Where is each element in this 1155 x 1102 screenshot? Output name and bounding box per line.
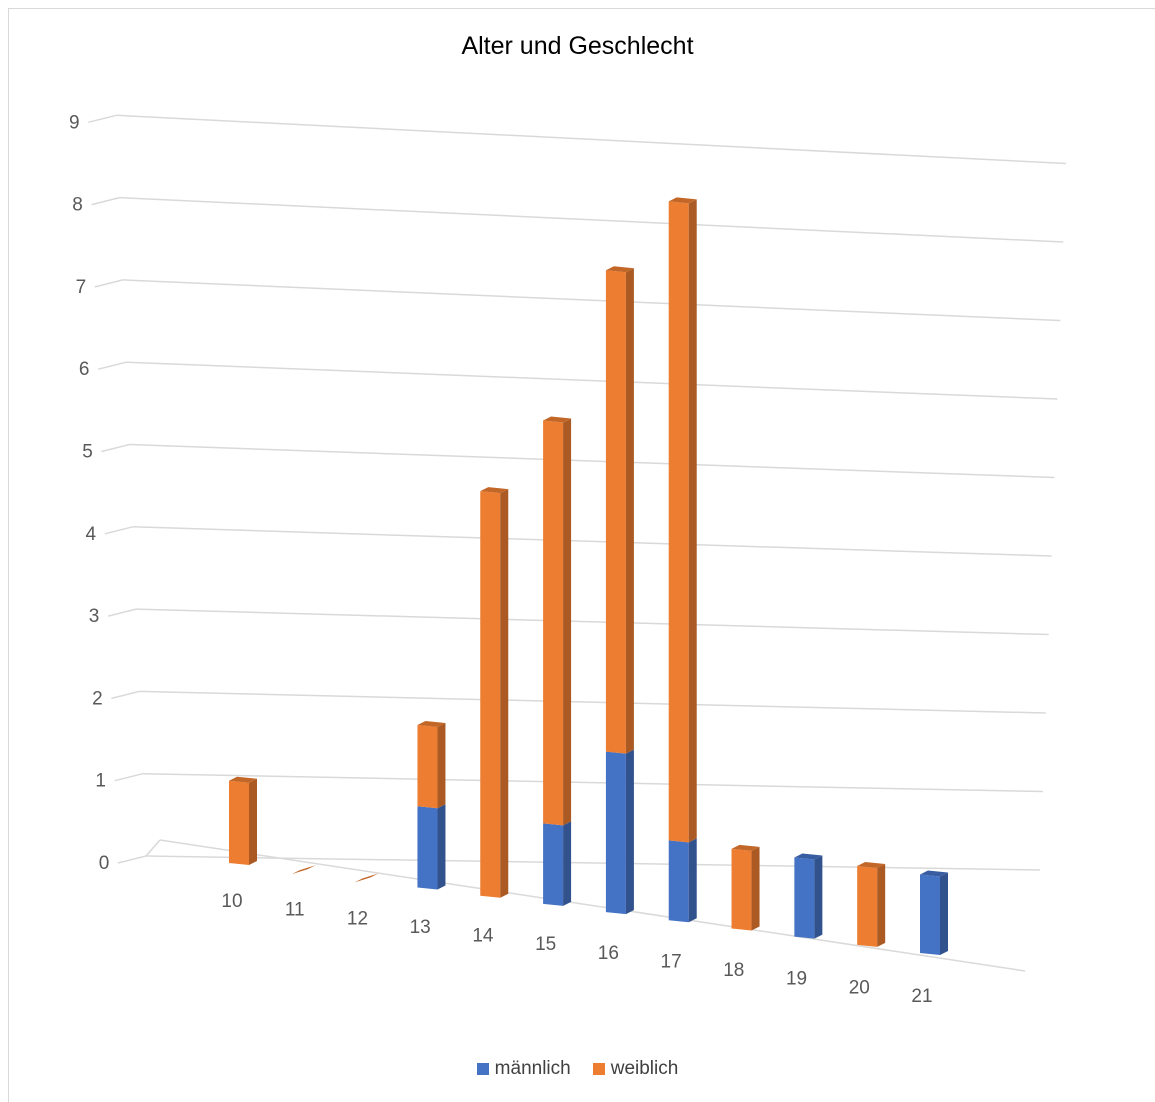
bar-top-weiblich-16 (605, 266, 634, 273)
gridline (129, 443, 1055, 479)
bar-männlich-16 (605, 751, 626, 915)
bar-männlich-17 (668, 840, 689, 923)
legend-item: männlich (476, 1058, 571, 1080)
bar-side-männlich-17 (688, 838, 697, 923)
gridline-stub (88, 114, 117, 124)
bar-top-männlich-19 (794, 853, 823, 860)
gridline (139, 690, 1046, 714)
bar-side-männlich-21 (940, 872, 948, 955)
bar-top-weiblich-17 (668, 197, 697, 204)
x-tick-label: 18 (723, 960, 744, 981)
gridline-stub (98, 361, 127, 370)
bar-empty-11 (291, 865, 316, 875)
floor-side (145, 839, 161, 857)
legend-label: weiblich (610, 1058, 679, 1079)
x-tick-label: 11 (285, 900, 305, 921)
bar-weiblich-20 (857, 865, 878, 947)
bar-männlich-15 (543, 823, 564, 906)
gridline-stub (111, 690, 140, 700)
bar-side-weiblich-10 (249, 778, 257, 865)
gridline-stub (114, 772, 143, 782)
bar-weiblich-18 (731, 848, 752, 931)
x-tick-label: 13 (410, 917, 431, 938)
bar-empty-12 (354, 873, 379, 883)
bar-männlich-21 (920, 874, 940, 955)
gridline-stub (104, 526, 133, 535)
gridline-stub (91, 196, 120, 206)
gridline (119, 196, 1064, 243)
x-tick-label: 15 (535, 934, 556, 955)
bar-weiblich-10 (229, 780, 249, 865)
gridline (142, 772, 1043, 793)
gridline-stub (94, 279, 124, 288)
x-tick-label: 19 (786, 969, 807, 990)
floor-edge (159, 839, 1026, 972)
bar-side-weiblich-17 (688, 199, 697, 843)
x-tick-label: 21 (911, 986, 932, 1007)
chart-title: Alter und Geschlecht (461, 32, 694, 60)
gridline (126, 361, 1058, 400)
x-tick-label: 12 (347, 908, 368, 929)
gridline-stub (117, 855, 147, 864)
chart-frame (8, 8, 1155, 1102)
bar-side-männlich-19 (814, 855, 823, 939)
bar-side-männlich-13 (437, 804, 446, 890)
gridline (122, 279, 1061, 322)
bar-side-weiblich-14 (500, 489, 509, 898)
y-tick-label: 9 (69, 112, 80, 133)
y-tick-label: 0 (99, 853, 110, 874)
legend-label: männlich (494, 1058, 571, 1079)
y-tick-label: 7 (76, 277, 87, 298)
gridline-stub (101, 443, 130, 453)
y-tick-label: 4 (86, 524, 97, 545)
y-tick-label: 5 (82, 442, 93, 463)
x-tick-label: 10 (221, 891, 242, 912)
bar-top-männlich-21 (920, 870, 948, 877)
bar-top-weiblich-10 (229, 776, 257, 783)
bar-top-weiblich-20 (857, 861, 886, 868)
x-tick-label: 16 (598, 943, 619, 964)
bar-männlich-13 (417, 806, 438, 890)
gridline (136, 608, 1049, 636)
bar-weiblich-17 (668, 201, 689, 843)
bar-top-weiblich-18 (731, 844, 760, 851)
bar-weiblich-16 (605, 270, 626, 754)
bar-side-weiblich-20 (877, 863, 886, 947)
legend-swatch (592, 1063, 605, 1075)
bar-top-weiblich-13 (417, 721, 446, 728)
bar-weiblich-15 (543, 420, 564, 826)
y-tick-label: 8 (72, 195, 83, 216)
gridline (116, 114, 1067, 165)
gridline-stub (107, 608, 137, 617)
bar-männlich-19 (794, 857, 815, 939)
bar-side-weiblich-18 (751, 846, 760, 931)
bar-top-weiblich-15 (543, 416, 572, 423)
gridline (132, 526, 1052, 557)
y-tick-label: 3 (89, 606, 100, 627)
legend-swatch (476, 1063, 489, 1075)
legend: männlich weiblich (0, 1058, 1155, 1080)
bar-weiblich-13 (417, 725, 438, 809)
bar-weiblich-14 (480, 491, 501, 898)
bar-side-weiblich-16 (625, 268, 634, 754)
bar-side-männlich-15 (563, 821, 572, 906)
x-tick-label: 20 (849, 977, 870, 998)
y-tick-label: 2 (92, 688, 103, 709)
y-tick-label: 6 (79, 359, 90, 380)
x-tick-label: 14 (472, 926, 494, 947)
bar-side-weiblich-13 (437, 723, 446, 809)
bar-side-weiblich-15 (563, 418, 572, 826)
x-tick-label: 17 (661, 951, 682, 972)
y-tick-label: 1 (95, 771, 106, 792)
legend-item: weiblich (592, 1058, 679, 1080)
gridline (145, 855, 1041, 871)
bar-top-weiblich-14 (480, 487, 509, 494)
bar-side-männlich-16 (625, 749, 634, 915)
